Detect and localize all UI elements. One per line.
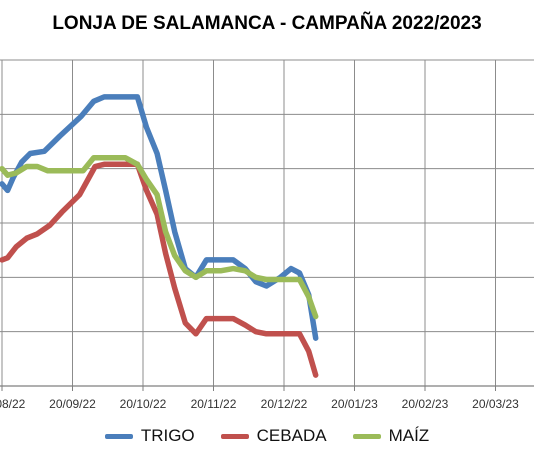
- x-tick-labels: 20/08/22 20/09/22 20/10/22 20/11/22 20/12/22…: [0, 397, 519, 411]
- legend-entry: CEBADA: [220, 426, 327, 446]
- x-tick-label: 20/01/23: [331, 397, 378, 411]
- grid-lines: [0, 59, 534, 387]
- axes: [0, 385, 534, 391]
- legend-label: TRIGO: [140, 426, 195, 445]
- legend-entry: MAÍZ: [352, 426, 430, 446]
- series-line-trigo: [0, 94, 319, 341]
- x-tick-label: 20/02/23: [402, 397, 449, 411]
- legend: TRIGO CEBADA MAÍZ: [0, 426, 534, 446]
- legend-swatch: [220, 433, 249, 439]
- legend-swatch: [352, 433, 381, 439]
- legend-entry: TRIGO: [104, 426, 195, 446]
- x-tick-label: 20/10/22: [120, 397, 167, 411]
- legend-swatch: [104, 433, 133, 439]
- series-line-maíz: [0, 155, 319, 320]
- x-tick-label: 20/11/22: [191, 397, 237, 411]
- series-line-cebada: [0, 161, 319, 378]
- x-tick-label: 20/03/23: [472, 397, 519, 411]
- x-tick-label: 20/08/22: [0, 397, 26, 411]
- chart-title: LONJA DE SALAMANCA - CAMPAÑA 2022/2023: [52, 13, 482, 34]
- legend-label: CEBADA: [256, 426, 327, 445]
- legend-label: MAÍZ: [388, 426, 430, 445]
- series-lines: [0, 94, 319, 378]
- x-tick-label: 20/12/22: [261, 397, 308, 411]
- x-tick-label: 20/09/22: [49, 397, 96, 411]
